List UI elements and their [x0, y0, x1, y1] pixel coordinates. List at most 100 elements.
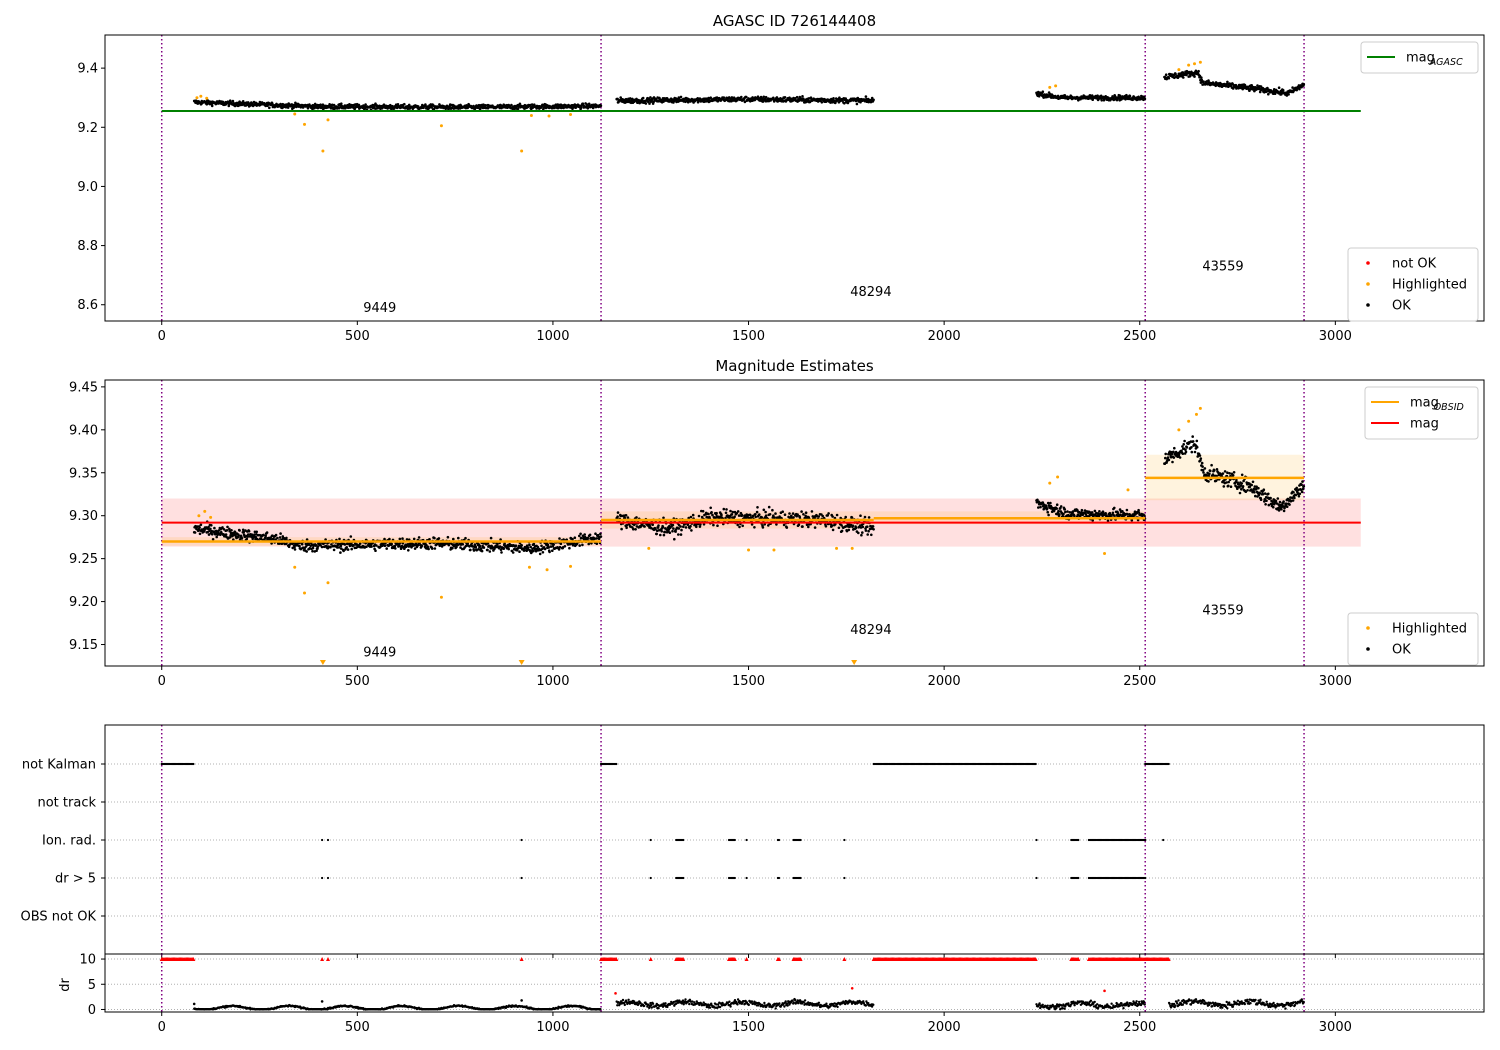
magest-bottom-legend-label: OK	[1392, 643, 1411, 658]
magest-point-ok	[724, 511, 728, 515]
magest-point-ok	[213, 526, 216, 530]
magest-point-ok	[1171, 460, 1174, 464]
agasc-point-ok	[856, 96, 860, 100]
magest-point-ok	[689, 524, 692, 528]
magest-point-ok	[625, 526, 628, 530]
magest-point-ok	[251, 537, 254, 540]
magest-point-ok	[472, 549, 476, 552]
flags-point	[520, 838, 523, 842]
magest-point-ok	[413, 547, 417, 550]
agasc-point-ok	[679, 95, 683, 99]
magest-point-ok	[350, 547, 354, 551]
agasc-point-ok	[294, 101, 297, 105]
magest-point-highlighted	[303, 591, 307, 595]
magest-point-ok	[433, 536, 436, 540]
magest-point-ok	[230, 529, 233, 532]
magest-point-ok	[1059, 505, 1063, 508]
magest-point-ok	[1261, 492, 1265, 496]
magest-point-ok	[1190, 450, 1194, 454]
agasc-top-legend-label: mag	[1406, 51, 1435, 66]
magest-point-ok	[301, 546, 305, 549]
magest-point-highlighted	[439, 595, 443, 599]
agasc-point-ok	[776, 100, 780, 103]
magest-point-ok	[412, 537, 416, 541]
magest-point-ok	[1047, 513, 1050, 517]
magest-point-ok	[193, 531, 197, 534]
magest-point-ok	[802, 513, 805, 516]
agasc-bottom-legend-label: not OK	[1392, 257, 1437, 272]
flags-point	[682, 838, 685, 842]
magest-point-ok	[733, 515, 736, 518]
magest-point-ok	[1276, 497, 1280, 500]
magest-point-ok	[478, 544, 482, 548]
magest-point-ok	[867, 516, 871, 519]
magest-point-ok	[241, 528, 245, 532]
magest-point-highlighted	[1177, 428, 1181, 432]
magest-point-ok	[768, 513, 772, 516]
magest-point-ok	[1057, 509, 1060, 513]
magest-bottom-legend-swatch	[1366, 626, 1370, 630]
magest-point-ok	[588, 533, 592, 537]
magest-point-ok	[451, 546, 454, 550]
magest-point-ok	[315, 549, 318, 552]
agasc-point-ok	[430, 106, 434, 109]
magest-point-ok	[1172, 456, 1176, 459]
magest-point-ok	[1055, 507, 1058, 510]
magest-point-ok	[657, 524, 660, 527]
magest-point-ok	[861, 531, 864, 534]
magest-point-ok	[624, 514, 628, 517]
magest-point-ok	[840, 529, 844, 533]
magest-point-ok	[447, 543, 451, 547]
magest-point-ok	[207, 533, 211, 536]
agasc-point-ok	[1041, 90, 1045, 93]
magest-point-ok	[671, 523, 675, 527]
magest-xtick-label: 1000	[536, 674, 569, 689]
magest-point-ok	[433, 547, 437, 550]
magest-point-ok	[872, 528, 875, 531]
magest-point-ok	[677, 527, 681, 530]
agasc-point-ok	[764, 95, 768, 99]
agasc-obsid-annotation: 9449	[363, 301, 396, 316]
magest-point-ok	[247, 529, 251, 533]
magest-point-ok	[1199, 457, 1203, 460]
magest-point-ok	[754, 515, 757, 519]
agasc-point-ok	[313, 106, 316, 110]
magest-point-ok	[774, 512, 777, 515]
magest-point-ok	[762, 508, 766, 512]
agasc-point-ok	[762, 95, 766, 99]
magest-point-ok	[1222, 485, 1226, 488]
flags-point	[649, 876, 652, 880]
agasc-ytick-label: 9.4	[77, 62, 98, 77]
magest-point-ok	[861, 525, 865, 529]
magest-point-ok	[228, 536, 232, 539]
agasc-point-ok	[859, 100, 862, 104]
agasc-point-ok	[484, 104, 487, 107]
flags-point	[843, 876, 846, 880]
agasc-point-ok	[820, 101, 824, 104]
agasc-point-ok	[416, 105, 420, 108]
magest-point-ok	[240, 537, 244, 540]
magest-point-ok	[343, 543, 347, 546]
magest-point-ok	[1046, 507, 1049, 510]
magest-point-ok	[469, 548, 472, 552]
agasc-point-ok	[1250, 84, 1253, 87]
magest-point-ok	[486, 548, 489, 552]
flags-row-label: Ion. rad.	[42, 834, 96, 849]
magest-point-ok	[340, 547, 343, 550]
magest-point-ok	[1269, 496, 1272, 500]
magest-point-ok	[1294, 493, 1298, 497]
magest-point-ok	[293, 545, 296, 549]
magest-point-ok	[416, 543, 420, 547]
magest-point-ok	[824, 525, 828, 528]
magest-point-ok	[518, 550, 521, 553]
agasc-point-ok	[286, 106, 290, 109]
magest-point-ok	[771, 508, 774, 512]
magest-point-ok	[246, 535, 249, 538]
magest-point-ok	[754, 513, 757, 516]
magest-point-ok	[1240, 482, 1244, 485]
magest-point-ok	[385, 547, 389, 550]
magest-top-legend-subscript: OBSID	[1434, 402, 1464, 413]
magest-point-ok	[1112, 514, 1116, 517]
magest-point-ok	[813, 526, 817, 529]
flags-point	[649, 838, 652, 842]
